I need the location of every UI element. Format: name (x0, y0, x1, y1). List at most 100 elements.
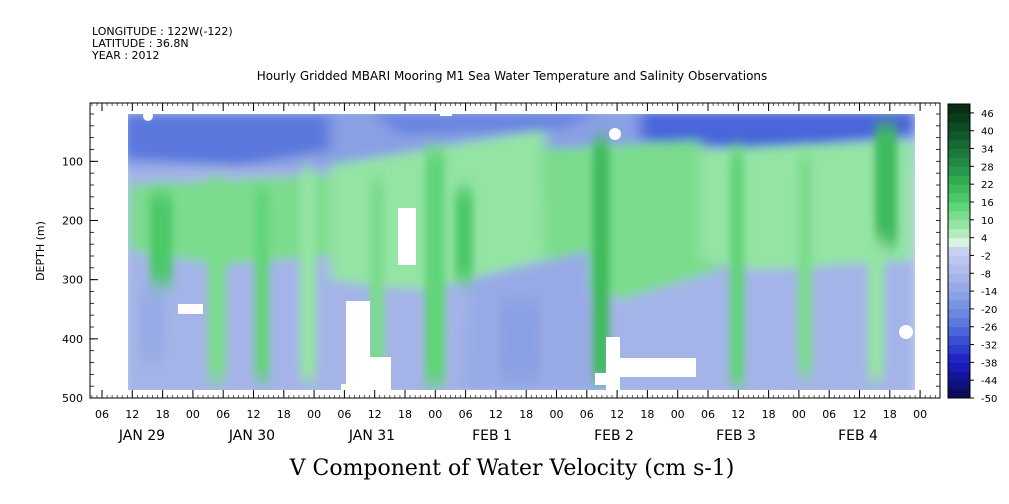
colorbar-swatch (948, 371, 970, 381)
colorbar-swatch (948, 255, 970, 265)
plume-jan29 (150, 195, 172, 285)
colorbar-swatch (948, 317, 970, 328)
plume-feb3-a (730, 150, 744, 385)
x-tick-label: 00 (307, 408, 321, 421)
colorbar-label: -26 (981, 323, 997, 334)
y-axis: 100 200 300 400 500 (62, 113, 940, 405)
colorbar-swatch (948, 291, 970, 301)
colorbar-swatch (948, 210, 970, 221)
colorbar-swatch (948, 166, 970, 176)
colorbar-label: 16 (981, 198, 994, 209)
colorbar-swatch (948, 148, 970, 158)
x-tick-label: 12 (610, 408, 624, 421)
x-day-label: FEB 4 (838, 428, 878, 444)
plume-jan31-b (425, 150, 445, 385)
colorbar-label: 40 (981, 127, 994, 138)
longitude-label: LONGITUDE : 122W(-122) (92, 25, 233, 38)
plume-feb1 (455, 190, 473, 280)
year-label: YEAR : 2012 (91, 49, 160, 62)
x-day-label: JAN 30 (228, 428, 275, 444)
colorbar-swatch (948, 121, 970, 132)
y-tick-label: 200 (62, 215, 83, 228)
x-tick-label: 12 (731, 408, 745, 421)
colorbar-label: -14 (981, 287, 997, 298)
colorbar-swatch (948, 264, 970, 274)
colorbar-label: -8 (981, 269, 991, 280)
missing-data (143, 111, 913, 390)
x-tick-label: 12 (125, 408, 139, 421)
colorbar-swatch (948, 157, 970, 167)
colorbar-swatch (948, 380, 970, 390)
plume-jan31-a (370, 180, 384, 380)
plume-jan30-c (300, 170, 316, 380)
midband-1 (128, 175, 330, 265)
deep-blue-feb1 (500, 300, 540, 380)
x-tick-label: 12 (247, 408, 261, 421)
colorbar-swatch (948, 335, 970, 345)
colorbar-swatch (948, 112, 970, 123)
x-day-label: FEB 1 (472, 428, 512, 444)
colorbar-swatch (948, 104, 970, 114)
plume-feb3-b (798, 155, 812, 375)
x-tick-label: 18 (640, 408, 654, 421)
colorbar-swatch (948, 228, 970, 239)
surface-core-2 (640, 114, 915, 150)
plume-feb2 (593, 140, 609, 380)
x-axis: 06 12 18 00 06 12 18 00 06 12 18 00 06 12 18 00 06 12 18 00… (91, 103, 936, 444)
x-tick-label: 00 (792, 408, 806, 421)
x-tick-label: 18 (277, 408, 291, 421)
plume-feb4 (875, 125, 897, 245)
colorbar-swatch (948, 308, 970, 319)
x-tick-label: 06 (459, 408, 473, 421)
variable-label: V Component of Water Velocity (cm s-1) (289, 456, 735, 481)
x-day-label: FEB 3 (716, 428, 756, 444)
colorbar-label: 10 (981, 216, 994, 227)
y-tick-label: 500 (62, 392, 83, 405)
colorbar-label: 22 (981, 180, 994, 191)
y-tick-label: 400 (62, 333, 83, 346)
surface-core-3 (372, 114, 596, 135)
colorbar-swatch (948, 326, 970, 337)
colorbar-swatch (948, 175, 970, 185)
colorbar-swatch (948, 202, 970, 212)
x-tick-label: 12 (489, 408, 503, 421)
y-tick-label: 300 (62, 274, 83, 287)
plot-frame (89, 102, 941, 399)
latitude-label: LATITUDE : 36.8N (92, 37, 189, 50)
deep-blue-jan29 (140, 290, 165, 360)
colorbar-swatch (948, 362, 970, 372)
x-tick-label: 18 (156, 408, 170, 421)
x-tick-label: 06 (701, 408, 715, 421)
x-tick-label: 00 (186, 408, 200, 421)
colorbar-label: -44 (981, 376, 997, 387)
x-tick-label: 18 (762, 408, 776, 421)
x-day-label: JAN 31 (348, 428, 395, 444)
x-tick-label: 00 (913, 408, 927, 421)
colorbar-label: -20 (981, 305, 997, 316)
colorbar-label: 28 (981, 162, 994, 173)
x-tick-label: 06 (580, 408, 594, 421)
x-tick-label: 12 (853, 408, 867, 421)
colorbar-label: 4 (981, 234, 987, 245)
colorbar-swatch (948, 282, 970, 292)
colorbar-label: 46 (981, 109, 994, 120)
colorbar-label: -38 (981, 358, 997, 369)
plume-jan30-b (255, 190, 269, 380)
colorbar-label: -32 (981, 341, 997, 352)
x-tick-label: 18 (519, 408, 533, 421)
colorbar-swatch (948, 353, 970, 363)
colorbar-swatch (948, 246, 970, 256)
x-day-label: JAN 29 (118, 428, 165, 444)
y-tick-label: 100 (62, 155, 83, 168)
colorbar-label: -2 (981, 251, 991, 262)
colorbar-frame (947, 103, 971, 399)
x-tick-label: 12 (368, 408, 382, 421)
colorbar-swatch (948, 184, 970, 194)
colorbar: 46 40 34 28 22 16 10 4 -2 -8 -14 -20 -26 -32 -38 -44 -50 (947, 103, 997, 405)
y-axis-label: DEPTH (m) (34, 221, 47, 281)
colorbar-label: -50 (981, 394, 997, 405)
x-tick-label: 00 (550, 408, 564, 421)
x-tick-label: 06 (216, 408, 230, 421)
colorbar-label: 34 (981, 145, 994, 156)
colorbar-swatch (948, 193, 970, 203)
